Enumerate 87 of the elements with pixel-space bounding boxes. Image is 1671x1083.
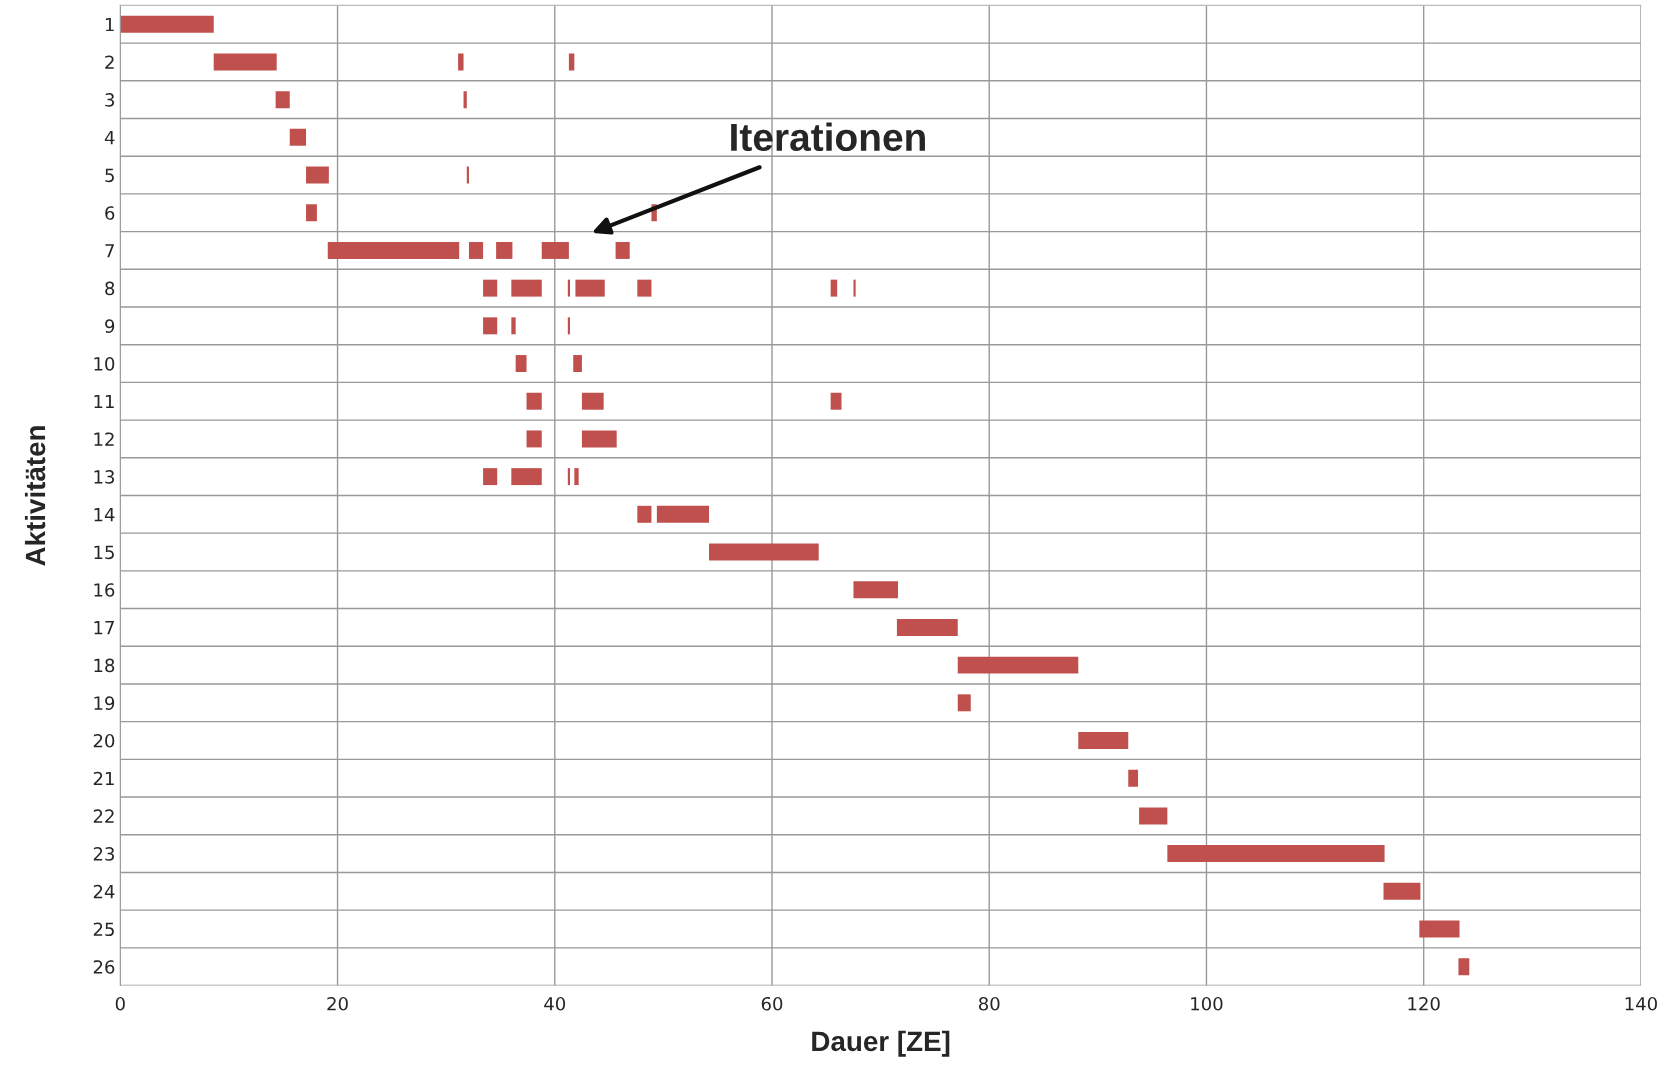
bar	[483, 279, 498, 297]
x-tick-label: 100	[1191, 996, 1223, 1011]
y-tick-label: 3	[105, 93, 114, 107]
x-tick-label: 140	[1625, 996, 1657, 1011]
bar	[567, 468, 570, 486]
y-tick-label: 11	[94, 394, 114, 409]
bar	[637, 505, 652, 523]
bar	[567, 317, 570, 335]
bar	[306, 204, 317, 222]
bar	[526, 430, 542, 448]
y-tick-label: 6	[105, 206, 115, 220]
y-tick-label: 21	[93, 771, 114, 786]
y-tick-label: 9	[105, 319, 115, 333]
bar	[1139, 807, 1168, 825]
y-tick-label: 1	[105, 17, 114, 32]
bar	[957, 694, 971, 712]
y-tick-label: 14	[94, 508, 115, 522]
y-tick-label: 10	[94, 356, 115, 371]
bar	[1078, 732, 1129, 749]
bar	[709, 543, 819, 561]
bar	[541, 241, 569, 259]
bar	[615, 241, 630, 259]
y-tick-label: 22	[93, 809, 114, 823]
y-tick-label: 5	[105, 168, 114, 183]
y-axis-title: Aktivitäten	[24, 426, 46, 566]
bar	[567, 279, 570, 297]
bar	[581, 430, 617, 448]
y-tick-label: 26	[93, 960, 115, 974]
bar	[511, 317, 516, 335]
y-tick-label: 17	[94, 621, 114, 635]
bar	[496, 241, 513, 259]
bar	[275, 91, 290, 109]
bar	[1419, 920, 1460, 938]
x-tick-label: 120	[1408, 996, 1440, 1011]
bar	[568, 53, 575, 71]
x-tick-label: 20	[327, 996, 348, 1011]
y-tick-label: 19	[94, 696, 115, 710]
bar	[515, 355, 527, 373]
x-tick-label: 40	[544, 996, 566, 1011]
y-tick-label: 23	[93, 847, 114, 861]
bar	[656, 505, 710, 523]
bar	[466, 166, 469, 184]
bar	[830, 392, 842, 410]
bar	[463, 91, 467, 109]
bar	[306, 166, 329, 184]
y-tick-label: 15	[94, 545, 114, 560]
bar	[1167, 845, 1385, 863]
y-tick-label: 25	[93, 922, 114, 937]
y-tick-label: 7	[105, 244, 114, 258]
bar	[896, 618, 958, 636]
bar	[573, 355, 582, 373]
y-tick-label: 8	[105, 281, 115, 296]
bar	[574, 468, 579, 486]
y-tick-label: 16	[94, 583, 115, 597]
bar	[575, 279, 605, 297]
bar	[120, 15, 214, 33]
bar	[526, 392, 542, 410]
y-tick-label: 18	[94, 658, 115, 673]
bar	[853, 581, 898, 599]
bar	[1128, 769, 1139, 787]
bar	[830, 279, 838, 297]
bar	[1383, 882, 1421, 900]
bar	[458, 53, 464, 71]
x-axis-title: Dauer [ZE]	[812, 1030, 950, 1057]
y-tick-label: 20	[93, 733, 115, 748]
y-tick-label: 12	[94, 432, 114, 446]
annotation: Iterationen	[731, 122, 925, 152]
bar	[853, 279, 856, 297]
bar	[483, 468, 498, 486]
bar	[637, 279, 652, 297]
bar	[468, 241, 484, 259]
bar	[213, 53, 277, 71]
bar	[327, 241, 460, 259]
y-tick-label: 2	[105, 55, 114, 69]
x-tick-label: 60	[761, 996, 783, 1011]
y-tick-label: 24	[93, 884, 115, 899]
y-tick-label: 4	[104, 131, 115, 145]
x-tick-label: 0	[115, 996, 125, 1011]
bar	[511, 279, 542, 297]
bar	[957, 656, 1079, 674]
bar	[483, 317, 498, 335]
bar	[511, 468, 542, 486]
y-tick-label: 13	[94, 470, 114, 484]
bar	[289, 128, 307, 146]
x-tick-label: 80	[978, 996, 1000, 1011]
bar	[1458, 958, 1470, 976]
bar	[581, 392, 604, 410]
